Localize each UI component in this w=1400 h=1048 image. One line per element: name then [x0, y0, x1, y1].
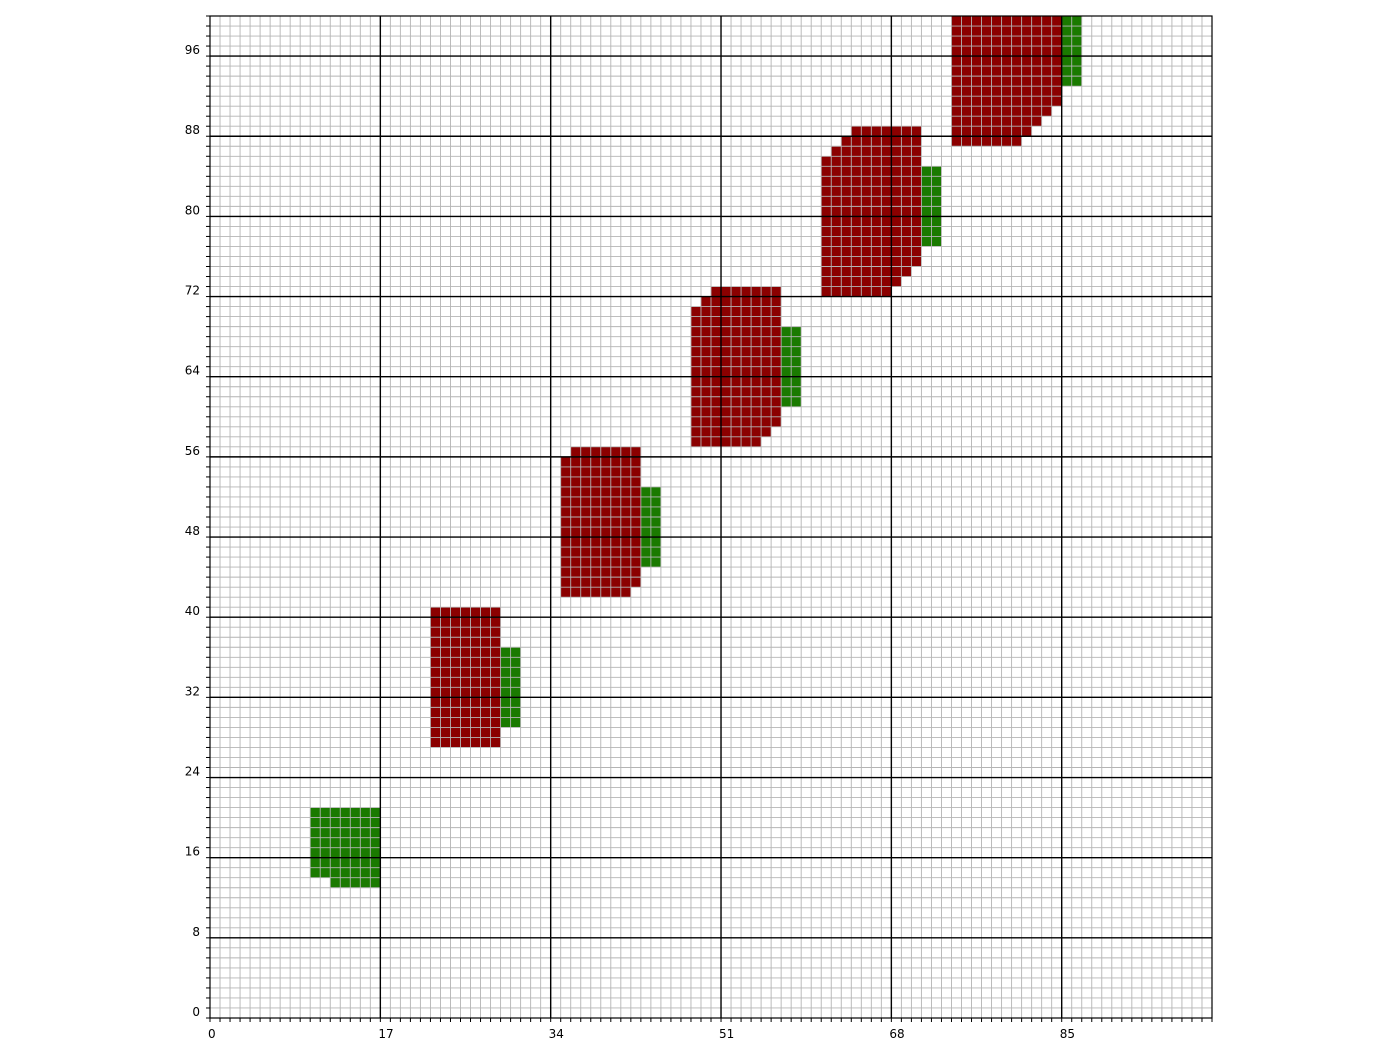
red-cell-block [1051, 16, 1062, 107]
x-tick-label: 51 [719, 1027, 734, 1041]
red-cell-block [761, 286, 772, 437]
y-tick-label: 96 [185, 43, 200, 57]
x-tick-label: 68 [889, 1027, 904, 1041]
y-tick-label: 72 [185, 284, 200, 298]
x-tick-label: 17 [378, 1027, 393, 1041]
plot-frame [209, 15, 1213, 1019]
red-cell-block [700, 296, 711, 447]
y-tick-label: 16 [185, 845, 200, 859]
y-tick-label: 64 [185, 364, 200, 378]
x-tick-label: 85 [1060, 1027, 1075, 1041]
red-cell-block [901, 126, 912, 277]
axis-ticks [206, 15, 1213, 1022]
red-cell-block [1031, 16, 1042, 127]
y-tick-label: 40 [185, 604, 200, 618]
y-tick-label: 56 [185, 444, 200, 458]
y-tick-label: 32 [185, 684, 200, 698]
y-tick-label: 0 [192, 1005, 200, 1019]
y-tick-label: 48 [185, 524, 200, 538]
red-cell-block [951, 16, 1022, 147]
major-gridlines [210, 16, 1212, 1018]
y-axis-tick-labels: 0 8 16 24 32 40 48 56 64 72 80 88 96 [185, 43, 200, 1019]
y-tick-label: 88 [185, 123, 200, 137]
x-tick-label: 34 [549, 1027, 564, 1041]
y-tick-label: 24 [185, 765, 200, 779]
minor-gridlines [210, 16, 1212, 1018]
y-tick-label: 80 [185, 203, 200, 217]
x-axis-tick-labels: 0 17 34 51 68 85 [208, 1027, 1075, 1041]
red-cell-block [831, 146, 842, 297]
x-tick-label: 0 [208, 1027, 216, 1041]
y-tick-label: 8 [192, 925, 200, 939]
